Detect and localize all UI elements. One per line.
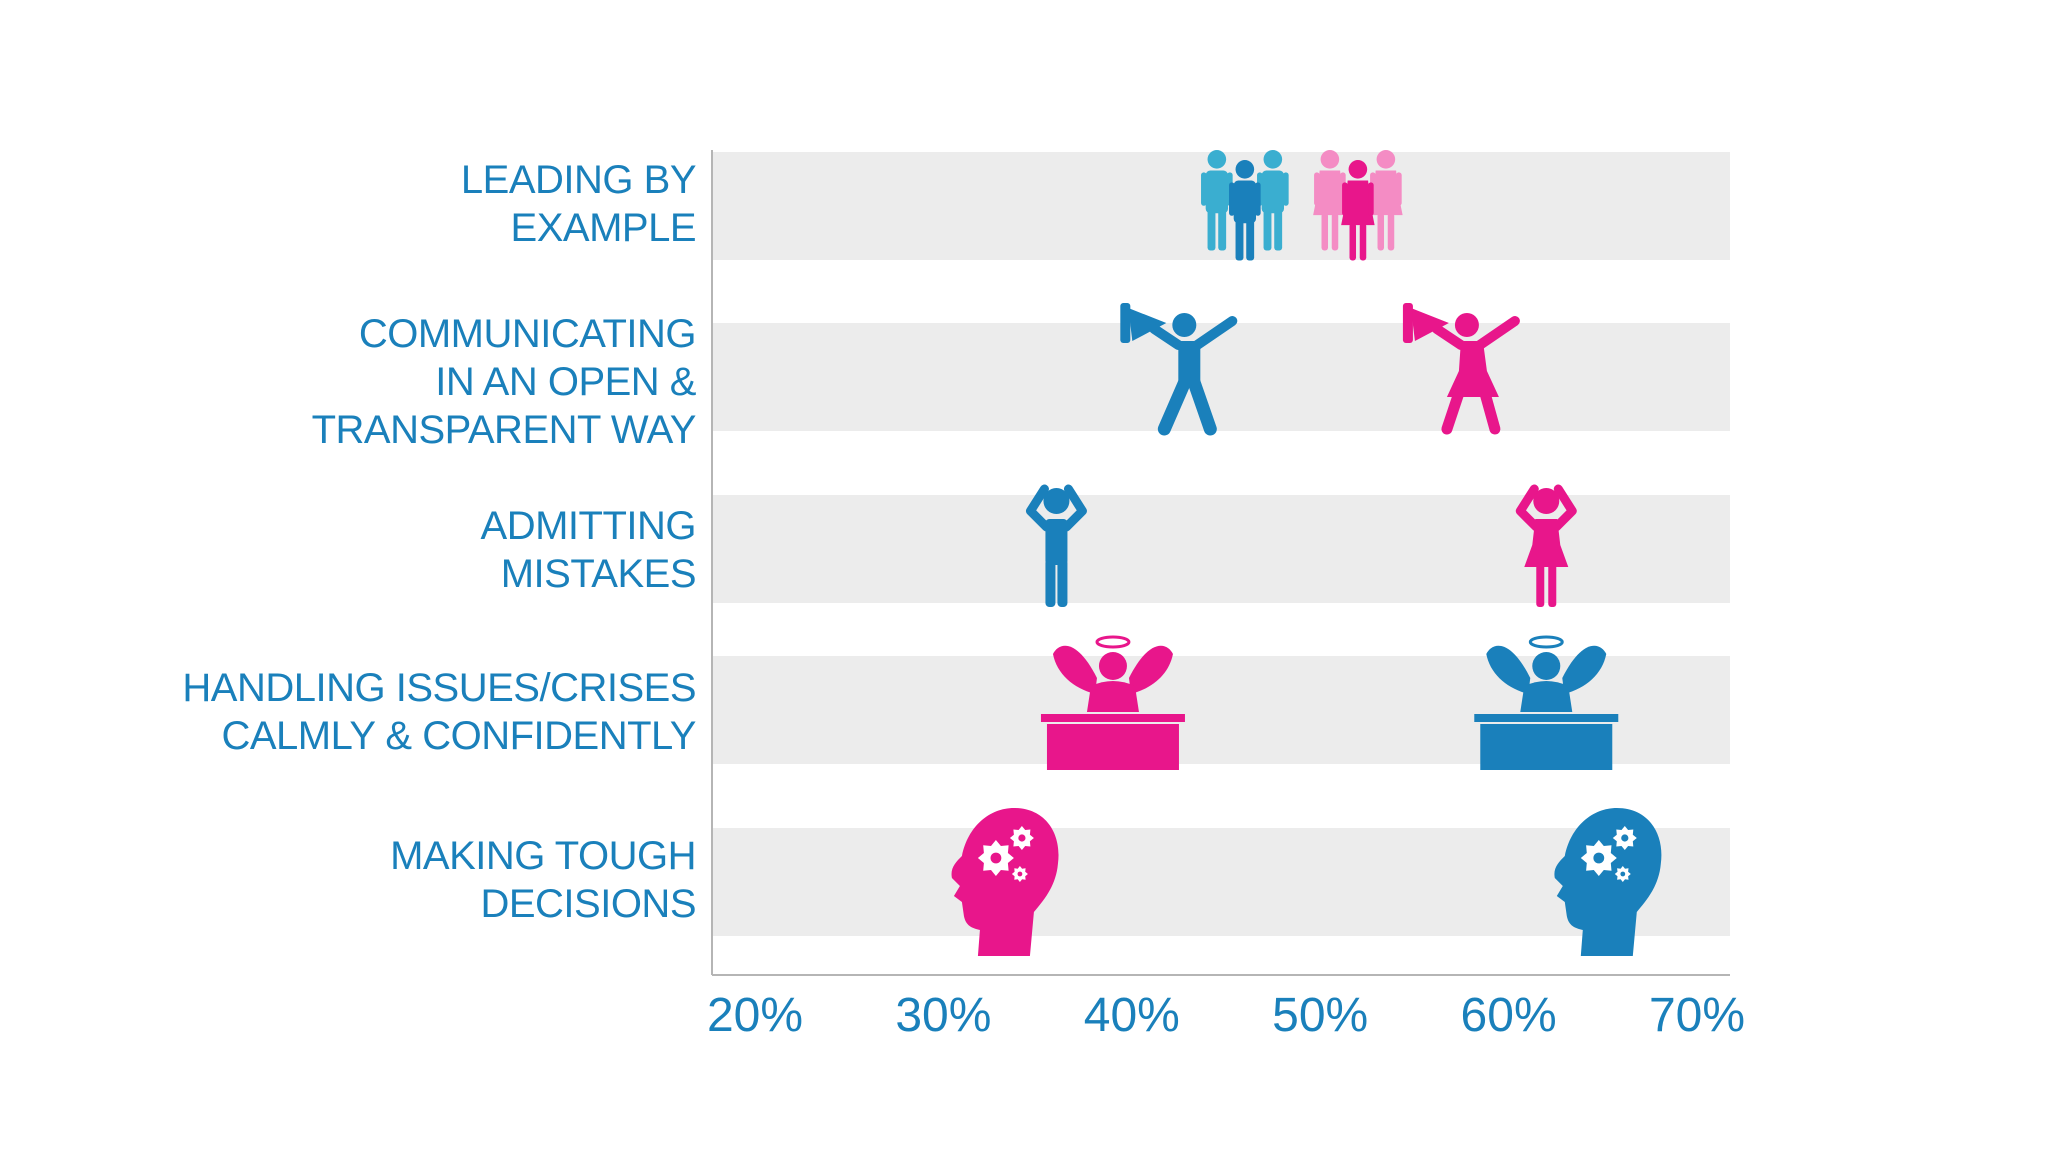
people-group-icon bbox=[1201, 150, 1289, 261]
category-label-line: CALMLY & CONFIDENTLY bbox=[221, 714, 696, 758]
category-label: LEADING BY EXAMPLE bbox=[136, 156, 697, 252]
category-label-line: ADMITTING bbox=[480, 504, 697, 548]
angel-at-desk-icon bbox=[1040, 635, 1185, 770]
hands-on-head-person-icon bbox=[1515, 484, 1577, 607]
category-label: COMMUNICATING IN AN OPEN & TRANSPARENT WAY bbox=[136, 310, 697, 454]
x-tick-label: 70% bbox=[1648, 989, 1746, 1042]
category-label-line: LEADING BY bbox=[460, 158, 697, 202]
category-label-line: HANDLING ISSUES/CRISES bbox=[182, 666, 696, 710]
row-band bbox=[712, 323, 1730, 431]
thinking-head-gears-icon bbox=[951, 808, 1059, 956]
angel-at-desk-icon bbox=[1474, 635, 1619, 770]
category-label: ADMITTING MISTAKES bbox=[136, 502, 697, 598]
megaphone-person-icon bbox=[1402, 303, 1520, 435]
hands-on-head-person-icon bbox=[1025, 484, 1087, 607]
category-label-line: MAKING TOUGH bbox=[390, 834, 696, 878]
category-label-line: TRANSPARENT WAY bbox=[311, 408, 697, 452]
category-label: MAKING TOUGH DECISIONS bbox=[136, 832, 696, 928]
category-label-line: COMMUNICATING bbox=[358, 312, 697, 356]
x-tick-label: 40% bbox=[1083, 989, 1180, 1042]
category-label-line: IN AN OPEN & bbox=[435, 360, 696, 404]
x-tick-label: 30% bbox=[895, 989, 992, 1042]
megaphone-person-icon bbox=[1120, 303, 1238, 436]
x-tick-label: 50% bbox=[1272, 989, 1369, 1042]
row-band bbox=[712, 495, 1730, 603]
x-tick-label: 60% bbox=[1460, 989, 1557, 1042]
category-label-line: MISTAKES bbox=[500, 552, 697, 596]
people-group-icon bbox=[1313, 150, 1403, 261]
x-tick-label: 20% bbox=[706, 989, 804, 1042]
category-label-line: DECISIONS bbox=[480, 882, 696, 926]
thinking-head-gears-icon bbox=[1554, 808, 1662, 956]
category-label-line: EXAMPLE bbox=[510, 206, 697, 250]
category-label: HANDLING ISSUES/CRISES CALMLY & CONFIDENT… bbox=[136, 664, 696, 760]
